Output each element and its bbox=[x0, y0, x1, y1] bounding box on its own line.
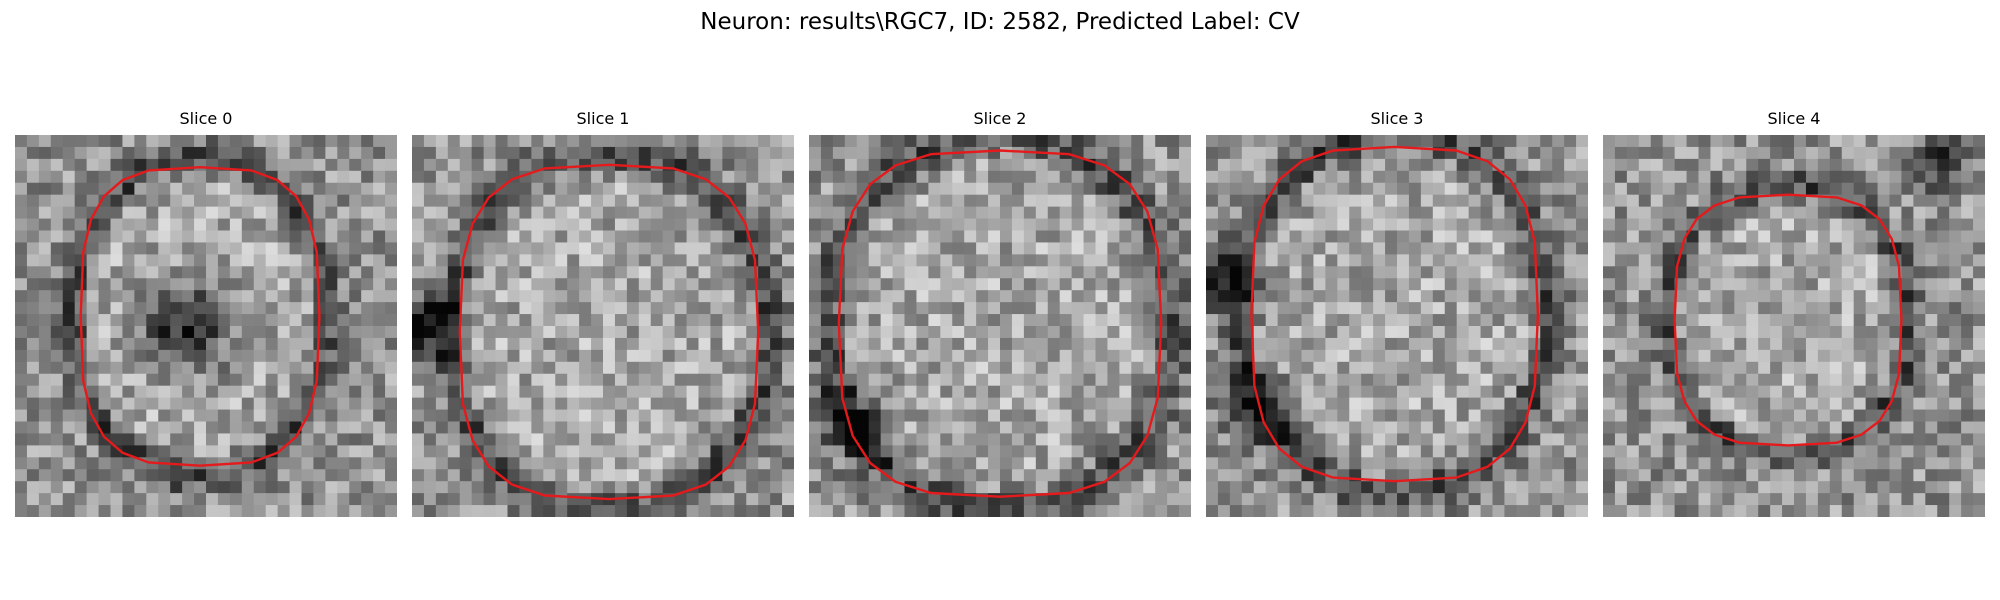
slice-panel-0: Slice 0 bbox=[15, 108, 397, 517]
slice-panel-3: Slice 3 bbox=[1206, 108, 1588, 517]
cell-contour bbox=[837, 149, 1163, 498]
slice-image bbox=[809, 135, 1191, 517]
slice-title: Slice 2 bbox=[973, 109, 1027, 128]
slice-pixels bbox=[1603, 135, 1985, 517]
slice-image bbox=[412, 135, 794, 517]
pixel-grid bbox=[412, 135, 794, 517]
cell-contour bbox=[1673, 193, 1903, 447]
slice-pixels bbox=[809, 135, 1191, 517]
cell-contour bbox=[458, 163, 760, 501]
slice-panel-4: Slice 4 bbox=[1603, 108, 1985, 517]
slice-pixels bbox=[1206, 135, 1588, 517]
slice-title: Slice 3 bbox=[1370, 109, 1424, 128]
figure-title: Neuron: results\RGC7, ID: 2582, Predicte… bbox=[700, 9, 1300, 35]
slice-image bbox=[1206, 135, 1588, 517]
slice-title: Slice 4 bbox=[1767, 109, 1821, 128]
pixel-grid bbox=[15, 135, 397, 517]
slice-title: Slice 0 bbox=[179, 109, 233, 128]
cell-contour bbox=[79, 165, 321, 467]
slice-panel-1: Slice 1 bbox=[412, 108, 794, 517]
slice-pixels bbox=[15, 135, 397, 517]
pixel-grid bbox=[1206, 135, 1588, 517]
pixel-grid bbox=[809, 135, 1191, 517]
slice-title: Slice 1 bbox=[576, 109, 630, 128]
pixel-grid bbox=[1603, 135, 1985, 517]
slice-image bbox=[1603, 135, 1985, 517]
cell-contour bbox=[1250, 145, 1540, 483]
slice-image bbox=[15, 135, 397, 517]
slice-panel-2: Slice 2 bbox=[809, 108, 1191, 517]
slice-pixels bbox=[412, 135, 794, 517]
